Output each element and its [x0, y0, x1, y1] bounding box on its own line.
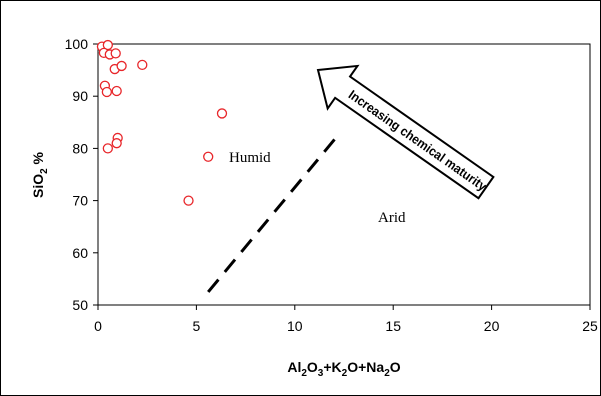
data-point	[111, 85, 122, 97]
x-tick-label: 5	[193, 318, 201, 334]
y-tick-label: 60	[72, 245, 88, 261]
data-point	[216, 108, 228, 119]
maturity-arrow-shape	[316, 64, 495, 200]
x-tick-label: 15	[385, 318, 401, 334]
data-point	[102, 143, 113, 154]
data-point	[137, 59, 148, 71]
data-point	[102, 39, 113, 51]
data-points	[96, 39, 228, 206]
y-tick-label: 50	[72, 297, 88, 313]
dashed-boundary-line	[207, 131, 342, 293]
x-tick-label: 0	[94, 318, 102, 334]
data-point	[101, 86, 113, 98]
axis-ticks: 0 5 10 15 20 25 50 60 70 80 90 100	[65, 36, 598, 334]
x-axis-title: Al2O3+K2O+Na2O	[287, 359, 400, 379]
data-point	[111, 138, 122, 149]
data-point	[110, 48, 121, 59]
humid-label: Humid	[229, 150, 271, 166]
y-tick-label: 100	[65, 36, 89, 52]
y-tick-label: 70	[72, 193, 88, 209]
y-tick-label: 80	[72, 140, 88, 156]
data-point	[183, 195, 194, 206]
x-tick-label: 20	[484, 318, 500, 334]
y-axis-title: SiO2 %	[30, 151, 50, 198]
x-tick-label: 25	[582, 318, 598, 334]
x-tick-label: 10	[287, 318, 303, 334]
y-tick-label: 90	[72, 88, 88, 104]
arid-label: Arid	[378, 210, 406, 226]
data-point	[203, 151, 214, 162]
data-point	[116, 60, 127, 72]
